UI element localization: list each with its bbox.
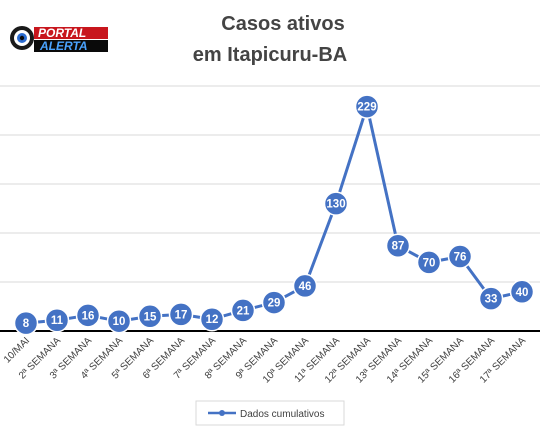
x-tick-label: 10/MAI bbox=[2, 335, 32, 365]
data-point: 8 bbox=[13, 310, 39, 336]
data-label: 29 bbox=[268, 298, 281, 310]
data-label: 229 bbox=[357, 102, 376, 114]
data-point: 29 bbox=[261, 290, 287, 315]
data-point: 12 bbox=[199, 306, 225, 332]
data-point-marker bbox=[447, 244, 473, 269]
data-point-marker bbox=[44, 307, 70, 333]
data-label: 10 bbox=[113, 316, 126, 328]
data-point: 15 bbox=[137, 304, 163, 329]
portal-alerta-logo: PORTAL ALERTA bbox=[10, 26, 108, 53]
data-point: 130 bbox=[323, 191, 349, 216]
data-point-marker bbox=[478, 286, 504, 311]
data-label: 87 bbox=[392, 241, 405, 253]
data-label: 12 bbox=[206, 314, 219, 326]
data-label: 46 bbox=[299, 281, 312, 293]
data-point: 33 bbox=[478, 286, 504, 311]
data-point-marker bbox=[323, 191, 349, 216]
legend-marker bbox=[219, 410, 225, 416]
legend: Dados cumulativos bbox=[195, 400, 345, 426]
data-point-marker bbox=[354, 94, 380, 119]
data-label: 130 bbox=[326, 199, 345, 211]
data-point-marker bbox=[199, 306, 225, 332]
data-point: 46 bbox=[292, 273, 318, 299]
data-point-marker bbox=[261, 290, 287, 315]
data-point-marker bbox=[292, 273, 318, 299]
data-point: 16 bbox=[75, 303, 101, 328]
data-label: 17 bbox=[175, 309, 188, 321]
data-point-marker bbox=[13, 310, 39, 336]
data-point-marker bbox=[168, 302, 194, 327]
data-point-marker bbox=[106, 308, 132, 334]
data-label: 40 bbox=[516, 287, 529, 299]
data-point-marker bbox=[416, 250, 442, 275]
data-label: 8 bbox=[23, 318, 30, 330]
data-point-marker bbox=[137, 304, 163, 329]
data-point: 10 bbox=[106, 308, 132, 334]
data-label: 21 bbox=[237, 305, 250, 317]
data-point-marker bbox=[385, 233, 411, 258]
data-point: 17 bbox=[168, 302, 194, 327]
chart-title-line2: em Itapicuru-BA bbox=[193, 44, 347, 66]
chart-title-line1: Casos ativos bbox=[221, 13, 344, 35]
data-label: 15 bbox=[144, 311, 157, 323]
data-label: 11 bbox=[51, 315, 64, 327]
data-point-marker bbox=[509, 279, 535, 305]
data-label: 76 bbox=[454, 252, 467, 264]
legend-label: Dados cumulativos bbox=[240, 409, 324, 420]
data-point: 11 bbox=[44, 307, 70, 333]
data-label: 33 bbox=[485, 294, 498, 306]
logo-line2: ALERTA bbox=[39, 39, 88, 53]
logo-line1: PORTAL bbox=[38, 26, 86, 40]
data-point: 87 bbox=[385, 233, 411, 258]
data-point: 76 bbox=[447, 244, 473, 269]
data-point-marker bbox=[230, 298, 256, 323]
data-point: 40 bbox=[509, 279, 535, 305]
data-point: 21 bbox=[230, 298, 256, 323]
data-point: 70 bbox=[416, 250, 442, 275]
data-point-marker bbox=[75, 303, 101, 328]
data-label: 16 bbox=[82, 310, 95, 322]
data-point: 229 bbox=[354, 94, 380, 119]
data-label: 70 bbox=[423, 257, 436, 269]
